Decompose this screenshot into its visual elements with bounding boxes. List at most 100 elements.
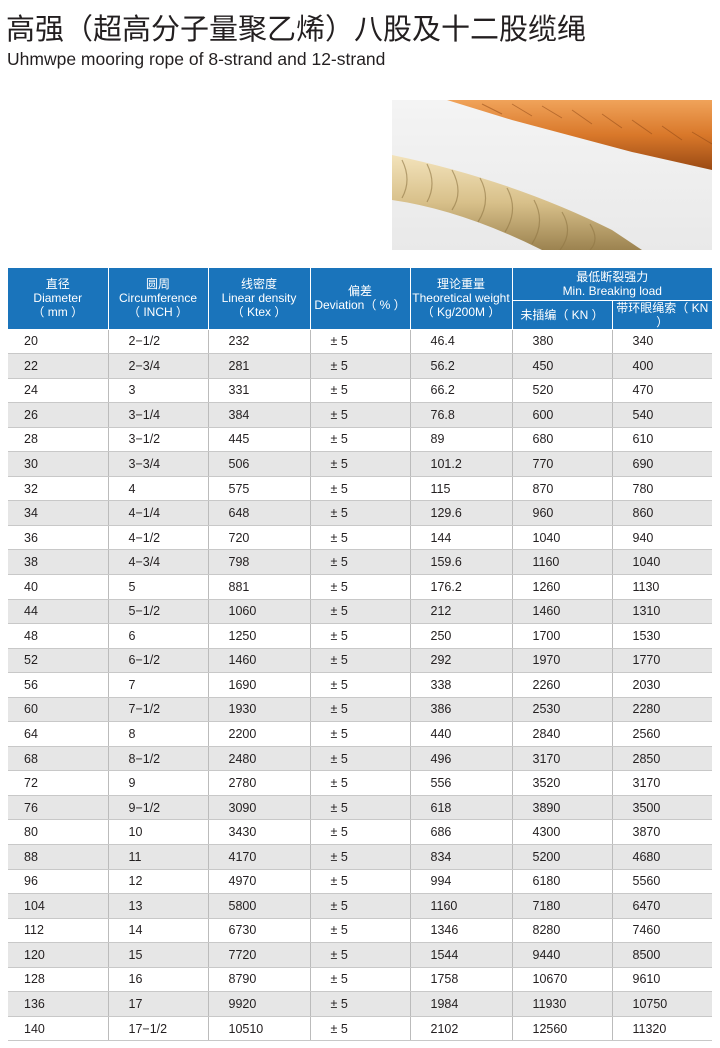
cell-deviation: ± 5 [309,353,410,379]
cell-circumference: 8−1/2 [107,746,208,772]
cell-weight: 176.2 [409,574,512,600]
cell-weight: 556 [409,770,512,796]
cell-linear-density: 1690 [207,672,310,698]
cell-diameter: 28 [8,427,108,453]
cell-circumference: 12 [107,869,208,895]
cell-deviation: ± 5 [309,329,410,355]
cell-breaking-load-eye: 1130 [611,574,713,600]
cell-diameter: 38 [8,549,108,575]
cell-circumference: 6 [107,623,208,649]
cell-linear-density: 881 [207,574,310,600]
table-row: 40 5 881 ± 5 176.2 1260 1130 [8,574,713,600]
table-row: 120 15 7720 ± 5 1544 9440 8500 [8,942,713,968]
cell-breaking-load-eye: 6470 [611,893,713,919]
cell-diameter: 76 [8,795,108,821]
cell-circumference: 6−1/2 [107,648,208,674]
cell-deviation: ± 5 [309,648,410,674]
cell-deviation: ± 5 [309,549,410,575]
cell-circumference: 13 [107,893,208,919]
cell-weight: 834 [409,844,512,870]
cell-breaking-load-eye: 690 [611,451,713,477]
cell-breaking-load-eye: 780 [611,476,713,502]
header-theoretical-weight: 理论重量 Theoretical weight （ Kg/200M ） [409,268,513,330]
specification-table: 直径 Diameter （ mm ） 圆周 Circumference （ INCH ）… [8,268,713,1042]
page-title: 高强（超高分子量聚乙烯）八股及十二股缆绳 [6,12,587,46]
cell-deviation: ± 5 [309,869,410,895]
cell-circumference: 15 [107,942,208,968]
cell-breaking-load-eye: 340 [611,329,713,355]
cell-linear-density: 3090 [207,795,310,821]
cell-deviation: ± 5 [309,721,410,747]
cell-breaking-load-eye: 2560 [611,721,713,747]
cell-breaking-load-eye: 540 [611,402,713,428]
cell-breaking-load-unspliced: 10670 [511,967,612,993]
cell-weight: 159.6 [409,549,512,575]
cell-breaking-load-unspliced: 1700 [511,623,612,649]
cell-breaking-load-eye: 2850 [611,746,713,772]
cell-diameter: 36 [8,525,108,551]
header-deviation: 偏差 Deviation（ % ） [309,268,411,330]
cell-weight: 144 [409,525,512,551]
cell-diameter: 22 [8,353,108,379]
cell-deviation: ± 5 [309,918,410,944]
cell-diameter: 32 [8,476,108,502]
table-row: 48 6 1250 ± 5 250 1700 1530 [8,623,713,649]
cell-breaking-load-unspliced: 960 [511,500,612,526]
cell-weight: 440 [409,721,512,747]
cell-linear-density: 384 [207,402,310,428]
cell-linear-density: 9920 [207,991,310,1017]
cell-deviation: ± 5 [309,672,410,698]
cell-breaking-load-unspliced: 12560 [511,1016,612,1042]
cell-linear-density: 1250 [207,623,310,649]
cell-linear-density: 575 [207,476,310,502]
cell-breaking-load-unspliced: 680 [511,427,612,453]
cell-linear-density: 798 [207,549,310,575]
cell-breaking-load-eye: 10750 [611,991,713,1017]
cell-breaking-load-eye: 610 [611,427,713,453]
cell-linear-density: 4970 [207,869,310,895]
cell-breaking-load-unspliced: 11930 [511,991,612,1017]
cell-breaking-load-unspliced: 8280 [511,918,612,944]
table-row: 22 2−3/4 281 ± 5 56.2 450 400 [8,353,713,379]
cell-linear-density: 281 [207,353,310,379]
cell-diameter: 64 [8,721,108,747]
cell-breaking-load-eye: 11320 [611,1016,713,1042]
cell-breaking-load-unspliced: 6180 [511,869,612,895]
cell-breaking-load-eye: 3870 [611,819,713,845]
cell-weight: 386 [409,697,512,723]
page-subtitle: Uhmwpe mooring rope of 8-strand and 12-s… [7,49,386,69]
cell-breaking-load-unspliced: 5200 [511,844,612,870]
cell-breaking-load-unspliced: 2260 [511,672,612,698]
cell-breaking-load-unspliced: 3890 [511,795,612,821]
header-diameter: 直径 Diameter （ mm ） [8,268,109,330]
cell-breaking-load-eye: 3500 [611,795,713,821]
table-row: 80 10 3430 ± 5 686 4300 3870 [8,819,713,845]
cell-diameter: 120 [8,942,108,968]
cell-diameter: 20 [8,329,108,355]
rope-photo [392,100,712,250]
cell-diameter: 72 [8,770,108,796]
cell-diameter: 30 [8,451,108,477]
cell-breaking-load-eye: 1770 [611,648,713,674]
cell-breaking-load-eye: 1530 [611,623,713,649]
cell-deviation: ± 5 [309,844,410,870]
cell-diameter: 48 [8,623,108,649]
table-row: 36 4−1/2 720 ± 5 144 1040 940 [8,525,713,551]
table-row: 88 11 4170 ± 5 834 5200 4680 [8,844,713,870]
cell-diameter: 112 [8,918,108,944]
cell-diameter: 24 [8,378,108,404]
cell-linear-density: 8790 [207,967,310,993]
cell-breaking-load-unspliced: 7180 [511,893,612,919]
table-row: 34 4−1/4 648 ± 5 129.6 960 860 [8,500,713,526]
cell-diameter: 44 [8,599,108,625]
cell-circumference: 3−1/4 [107,402,208,428]
cell-diameter: 104 [8,893,108,919]
table-row: 20 2−1/2 232 ± 5 46.4 380 340 [8,329,713,355]
cell-breaking-load-unspliced: 600 [511,402,612,428]
cell-deviation: ± 5 [309,378,410,404]
cell-deviation: ± 5 [309,795,410,821]
cell-linear-density: 1460 [207,648,310,674]
cell-breaking-load-eye: 470 [611,378,713,404]
cell-breaking-load-eye: 2280 [611,697,713,723]
cell-circumference: 11 [107,844,208,870]
